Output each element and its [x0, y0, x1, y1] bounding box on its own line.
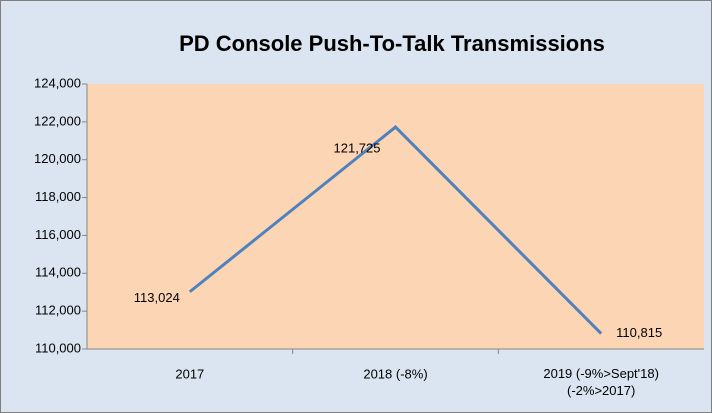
x-tick-label: 2017 [175, 366, 204, 381]
line-series [188, 125, 603, 335]
y-tick-label: 116,000 [35, 227, 81, 242]
chart-title: PD Console Push-To-Talk Transmissions [179, 31, 605, 56]
y-tick-label: 124,000 [34, 75, 81, 90]
x-tick-label: 2019 (-9%>Sept'18) (-2%>2017) [543, 366, 659, 398]
x-tick-label: 2018 (-8%) [363, 366, 427, 381]
y-tick-label: 114,000 [35, 265, 81, 280]
y-tick-label: 122,000 [34, 113, 81, 128]
y-tick-label: 112,000 [35, 303, 81, 318]
y-tick-label: 110,000 [35, 340, 81, 355]
data-label: 121,725 [334, 141, 381, 156]
data-label: 110,815 [616, 325, 662, 340]
data-label: 113,024 [134, 290, 180, 305]
plot-area [87, 84, 704, 349]
y-tick-label: 120,000 [34, 151, 81, 166]
y-tick-label: 118,000 [35, 189, 81, 204]
